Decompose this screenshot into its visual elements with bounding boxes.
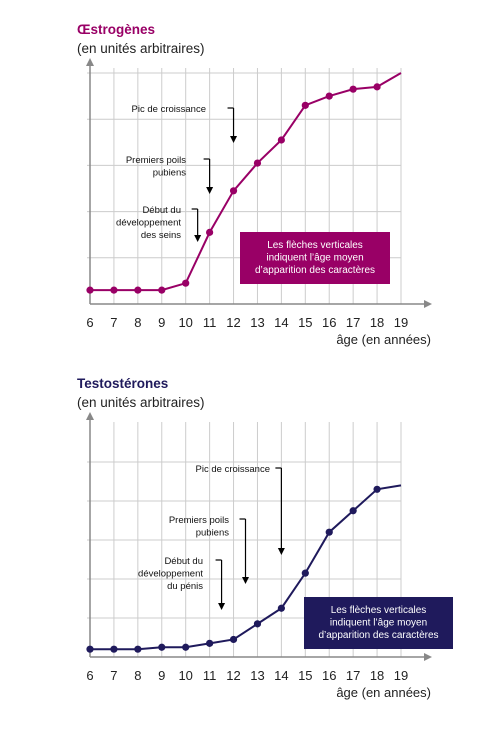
estrogen-data-point bbox=[301, 101, 309, 109]
testosterone-y-axis-arrow bbox=[86, 412, 94, 420]
testosterone-data-point bbox=[229, 635, 238, 644]
estrogen-x-tick-label: 11 bbox=[203, 315, 217, 330]
estrogen-annotation-text: développement bbox=[116, 218, 181, 229]
estrogen-annotation-arrow bbox=[230, 136, 238, 143]
testosterone-data-point bbox=[110, 645, 118, 653]
estrogen-data-point bbox=[182, 279, 190, 287]
estrogen-annotation-text: Début du bbox=[142, 205, 181, 216]
estrogen-x-tick-label: 12 bbox=[226, 315, 240, 330]
estrogen-chart-svg: 6 7 8 9 10 11 12 13 14 15 16 17 18 19 âge (en années) P… bbox=[86, 58, 432, 347]
estrogen-x-axis-label: âge (en années) bbox=[336, 332, 431, 347]
estrogen-x-tick-label: 7 bbox=[110, 315, 117, 330]
estrogen-x-tick-label: 15 bbox=[298, 315, 312, 330]
testosterone-x-tick-label: 17 bbox=[346, 668, 360, 683]
estrogen-x-tick-label: 8 bbox=[134, 315, 141, 330]
estrogen-x-tick-label: 14 bbox=[274, 315, 288, 330]
testosterone-annotation-text: du pénis bbox=[167, 581, 203, 592]
estrogen-note-box bbox=[240, 232, 390, 284]
estrogen-data-point bbox=[158, 286, 166, 294]
testosterone-data-point bbox=[277, 604, 285, 612]
testosterone-x-tick-label: 6 bbox=[86, 668, 93, 683]
testosterone-chart-panel: Testostérones (en unités arbitraires) 6 7… bbox=[0, 360, 500, 731]
testosterone-data-point bbox=[373, 485, 381, 493]
testosterone-data-point bbox=[206, 639, 214, 647]
estrogen-x-tick-label: 6 bbox=[86, 315, 93, 330]
testosterone-data-point bbox=[86, 645, 94, 653]
estrogen-annotation-text: pubiens bbox=[153, 168, 187, 179]
estrogen-annotation-text: Pic de croissance bbox=[132, 104, 206, 115]
testosterone-x-tick-label: 9 bbox=[158, 668, 165, 683]
estrogen-x-tick-label: 9 bbox=[158, 315, 165, 330]
estrogen-data-point bbox=[134, 286, 142, 294]
testosterone-x-tick-label: 16 bbox=[322, 668, 336, 683]
testosterone-data-point bbox=[158, 643, 166, 651]
estrogen-x-tick-label: 18 bbox=[370, 315, 384, 330]
estrogen-x-tick-label: 10 bbox=[178, 315, 192, 330]
testosterone-data-point bbox=[182, 643, 190, 651]
testosterone-note-text: Les flèches verticales bbox=[331, 605, 427, 616]
estrogen-note-text: d’apparition des caractères bbox=[255, 265, 375, 276]
estrogen-x-tick-label: 19 bbox=[394, 315, 408, 330]
testosterone-annotation-text: Premiers poils bbox=[169, 515, 229, 526]
testosterone-x-tick-label: 11 bbox=[203, 668, 217, 683]
estrogen-y-axis-label: (en unités arbitraires) bbox=[77, 41, 205, 56]
estrogen-x-tick-label: 16 bbox=[322, 315, 336, 330]
testosterone-annotation-arrow bbox=[218, 603, 226, 610]
testosterone-x-tick-label: 13 bbox=[250, 668, 264, 683]
estrogen-x-tick-label: 13 bbox=[250, 315, 264, 330]
testosterone-x-tick-label: 18 bbox=[370, 668, 384, 683]
estrogen-x-axis-arrow bbox=[424, 300, 432, 308]
testosterone-x-axis-arrow bbox=[424, 653, 432, 661]
testosterone-data-point bbox=[325, 528, 333, 536]
testosterone-data-point bbox=[253, 620, 262, 628]
estrogen-series-line bbox=[90, 72, 402, 292]
testosterone-annotation-text: développement bbox=[138, 569, 203, 580]
testosterone-x-tick-label: 7 bbox=[110, 668, 117, 683]
testosterone-data-point bbox=[349, 507, 357, 515]
testosterone-data-point bbox=[134, 645, 142, 653]
testosterone-note-text: indiquent l’âge moyen bbox=[330, 618, 427, 629]
estrogen-chart-title: Œstrogènes bbox=[77, 22, 156, 37]
estrogen-data-point bbox=[325, 92, 333, 100]
estrogen-annotation-text: Premiers poils bbox=[126, 155, 186, 166]
testosterone-annotation-text: pubiens bbox=[196, 528, 230, 539]
estrogen-x-tick-label: 17 bbox=[346, 315, 360, 330]
estrogen-data-point bbox=[206, 228, 214, 236]
testosterone-chart-svg: 6 7 8 9 10 11 12 13 14 15 16 17 18 19 âge (en années) P… bbox=[86, 412, 453, 700]
estrogen-note-text: indiquent l’âge moyen bbox=[266, 253, 363, 264]
testosterone-x-tick-label: 10 bbox=[178, 668, 192, 683]
estrogen-data-point bbox=[86, 286, 94, 294]
testosterone-x-tick-label: 8 bbox=[134, 668, 141, 683]
testosterone-x-axis-label: âge (en années) bbox=[336, 685, 431, 700]
estrogen-annotation-text: des seins bbox=[141, 230, 181, 241]
testosterone-x-tick-label: 12 bbox=[226, 668, 240, 683]
testosterone-data-point bbox=[301, 569, 309, 577]
testosterone-x-tick-label: 14 bbox=[274, 668, 288, 683]
estrogen-annotation-arrow bbox=[206, 187, 214, 194]
estrogen-y-axis-arrow bbox=[86, 58, 94, 66]
estrogen-data-point bbox=[349, 85, 357, 93]
testosterone-annotation-text: Début du bbox=[164, 556, 203, 567]
testosterone-series-line bbox=[90, 484, 402, 651]
testosterone-note-box bbox=[304, 597, 453, 649]
testosterone-y-axis-label: (en unités arbitraires) bbox=[77, 395, 205, 410]
testosterone-x-tick-label: 15 bbox=[298, 668, 312, 683]
estrogen-data-point bbox=[253, 159, 262, 167]
testosterone-x-tick-label: 19 bbox=[394, 668, 408, 683]
testosterone-chart-title: Testostérones bbox=[77, 376, 169, 391]
estrogen-data-point bbox=[229, 187, 238, 195]
testosterone-annotation-arrow bbox=[277, 548, 285, 555]
estrogen-note-text: Les flèches verticales bbox=[267, 240, 363, 251]
estrogen-annotation-arrow bbox=[194, 235, 202, 242]
estrogen-data-point bbox=[373, 83, 381, 91]
estrogen-data-point bbox=[110, 286, 118, 294]
testosterone-note-text: d’apparition des caractères bbox=[318, 630, 438, 641]
estrogen-data-point bbox=[277, 136, 285, 144]
testosterone-annotation-arrow bbox=[242, 577, 249, 584]
testosterone-annotation-text: Pic de croissance bbox=[196, 464, 270, 475]
